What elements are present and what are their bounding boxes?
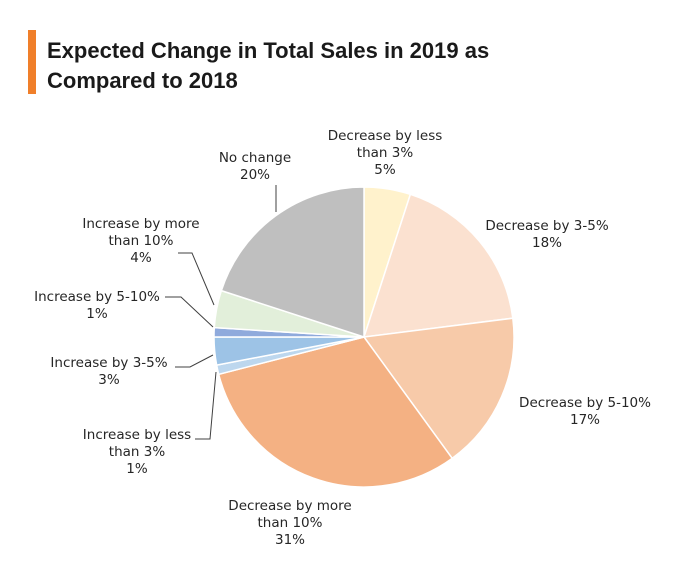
slice-name-label: Increase by 5-10% (34, 289, 160, 305)
slice-name-label: Increase by 3-5% (50, 355, 167, 371)
pie-slice-decrease-by-5-10 (362, 317, 515, 460)
leader-line-increase-by-3-5 (175, 354, 214, 368)
slice-label-decrease-by-5-10: Decrease by 5-10% 17% (519, 395, 651, 428)
leader-lines (165, 185, 277, 440)
pie-slice-decrease-by-more-than-10 (217, 336, 454, 488)
pie-slice-no-change (220, 186, 365, 339)
pie-slice-decrease-by-3-5 (362, 193, 514, 338)
slice-label-increase-by-5-10: Increase by 5-10% 1% (34, 289, 160, 322)
slice-name-label: Decrease by 3-5% (485, 218, 608, 234)
slice-name-label: No change (219, 150, 291, 166)
slice-value-label: 1% (126, 461, 148, 477)
chart-title-line-2: Compared to 2018 (47, 68, 238, 93)
slice-value-label: 18% (532, 235, 562, 251)
slice-value-label: 1% (86, 306, 108, 322)
slice-label-decrease-by-less-than-3: Decrease by less than 3% 5% (328, 128, 443, 178)
title-accent-bar (28, 30, 36, 94)
slice-name-label: Decrease by less (328, 128, 443, 144)
slice-value-label: 3% (98, 372, 120, 388)
slice-value-label: 4% (130, 250, 152, 266)
slice-label-increase-by-more-than-10: Increase by more than 10% 4% (82, 216, 199, 266)
leader-line-increase-by-less-than-3 (195, 371, 217, 440)
leader-line-increase-by-more-than-10 (178, 252, 215, 306)
slice-label-increase-by-3-5: Increase by 3-5% 3% (50, 355, 167, 388)
slice-labels: Decrease by less than 3% 5%Decrease by 3-5… (34, 128, 651, 548)
slice-name-label: Increase by more (82, 216, 199, 232)
slice-value-label: 17% (570, 412, 600, 428)
chart-title: Expected Change in Total Sales in 2019 a… (47, 36, 647, 96)
slice-name-label: than 10% (109, 233, 174, 249)
slice-name-label: Increase by less (83, 427, 191, 443)
slice-value-label: 31% (275, 532, 305, 548)
slice-name-label: Decrease by more (228, 498, 351, 514)
leader-line-increase-by-5-10 (165, 296, 214, 328)
slice-value-label: 5% (374, 162, 396, 178)
slice-name-label: Decrease by 5-10% (519, 395, 651, 411)
slice-label-no-change: No change 20% (219, 150, 291, 183)
slice-label-decrease-by-3-5: Decrease by 3-5% 18% (485, 218, 608, 251)
slice-value-label: 20% (240, 167, 270, 183)
pie-slices (213, 186, 515, 488)
slice-label-increase-by-less-than-3: Increase by less than 3% 1% (83, 427, 191, 477)
slice-label-decrease-by-more-than-10: Decrease by more than 10% 31% (228, 498, 351, 548)
slice-name-label: than 3% (109, 444, 166, 460)
chart-title-line-1: Expected Change in Total Sales in 2019 a… (47, 38, 490, 63)
slice-name-label: than 3% (357, 145, 414, 161)
slice-name-label: than 10% (258, 515, 323, 531)
